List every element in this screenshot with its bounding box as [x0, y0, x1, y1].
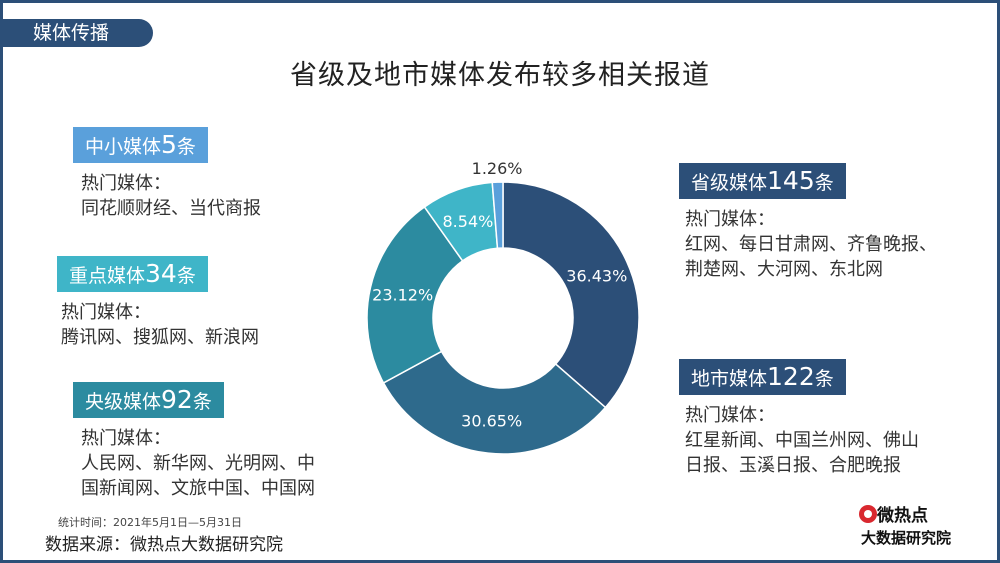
slice-0 — [502, 181, 640, 409]
slice-label-4: 1.26% — [472, 159, 523, 178]
brand-logo: 微热点 大数据研究院 — [857, 501, 972, 553]
section-tag: 媒体传播 — [3, 19, 153, 47]
slice-1 — [382, 350, 607, 455]
slice-label-0: 36.43% — [566, 266, 627, 285]
desc-provincial-media: 热门媒体： 红网、每日甘肃网、齐鲁晚报、 荆楚网、大河网、东北网 — [685, 209, 937, 280]
page-title: 省级及地市媒体发布较多相关报道 — [290, 60, 710, 91]
group-small-media: 中小媒体5条 热门媒体： 同花顺财经、当代商报 — [73, 127, 261, 221]
slice-2 — [366, 205, 464, 384]
badge-central-media: 央级媒体92条 — [73, 382, 224, 418]
data-source: 数据来源：微热点大数据研究院 — [45, 535, 283, 555]
badge-small-media: 中小媒体5条 — [73, 127, 208, 163]
slice-4 — [491, 181, 504, 250]
group-city-media: 地市媒体122条 热门媒体： 红星新闻、中国兰州网、佛山 日报、玉溪日报、合肥晚… — [679, 359, 919, 478]
donut-chart: 36.43% 30.65% 23.12% 8.54% 1.26% — [366, 159, 640, 455]
stat-period: 统计时间：2021年5月1日—5月31日 — [58, 516, 242, 529]
desc-small-media: 热门媒体： 同花顺财经、当代商报 — [81, 173, 261, 219]
desc-key-media: 热门媒体： 腾讯网、搜狐网、新浪网 — [61, 302, 259, 348]
desc-central-media: 热门媒体： 人民网、新华网、光明网、中 国新闻网、文旅中国、中国网 — [81, 428, 315, 499]
slice-label-2: 23.12% — [372, 286, 433, 305]
slice-label-1: 30.65% — [461, 411, 522, 430]
group-key-media: 重点媒体34条 热门媒体： 腾讯网、搜狐网、新浪网 — [57, 256, 259, 350]
logo-top-text: 微热点 — [877, 506, 928, 526]
badge-city-media: 地市媒体122条 — [679, 359, 846, 395]
flame-icon — [859, 505, 877, 523]
logo-bottom-text: 大数据研究院 — [861, 529, 952, 547]
badge-provincial-media: 省级媒体145条 — [679, 163, 846, 199]
group-provincial-media: 省级媒体145条 热门媒体： 红网、每日甘肃网、齐鲁晚报、 荆楚网、大河网、东北… — [679, 163, 937, 282]
desc-city-media: 热门媒体： 红星新闻、中国兰州网、佛山 日报、玉溪日报、合肥晚报 — [685, 405, 919, 476]
badge-key-media: 重点媒体34条 — [57, 256, 208, 292]
group-central-media: 央级媒体92条 热门媒体： 人民网、新华网、光明网、中 国新闻网、文旅中国、中国… — [73, 382, 315, 501]
slice-label-3: 8.54% — [443, 212, 494, 231]
